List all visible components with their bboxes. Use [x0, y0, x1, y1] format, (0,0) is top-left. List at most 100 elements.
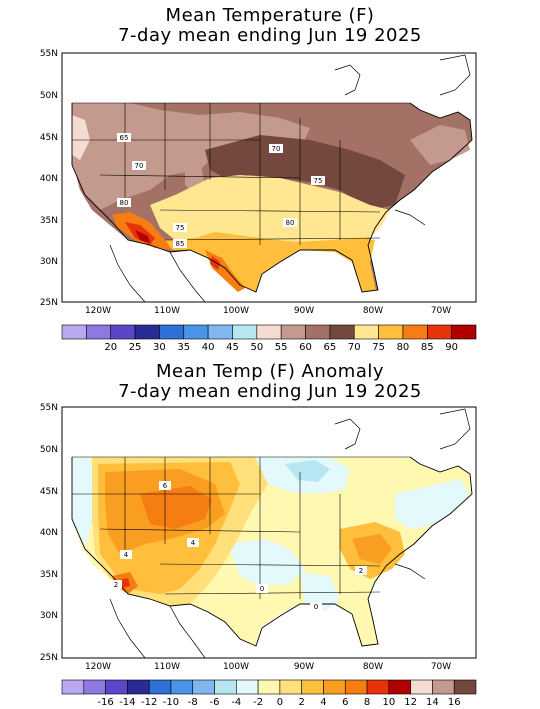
- lon-label: 80W: [363, 306, 383, 316]
- colorbar-swatch: [378, 324, 404, 340]
- state-borders: [72, 456, 410, 599]
- lon-label: 120W: [85, 306, 111, 316]
- map-subtitle-anomaly: 7-day mean ending Jun 19 2025: [118, 381, 422, 402]
- colorbar-swatch: [426, 324, 452, 340]
- lon-label: 100W: [223, 662, 249, 672]
- colorbar-swatch: [110, 324, 136, 340]
- colorbar-label: 80: [397, 342, 410, 353]
- contour-label: 0: [260, 585, 264, 593]
- lon-label: 110W: [154, 306, 180, 316]
- lon-label: 120W: [85, 662, 111, 672]
- colorbar-label: 45: [226, 342, 239, 353]
- colorbar-swatch: [323, 679, 346, 695]
- colorbar-label: 60: [299, 342, 312, 353]
- lon-label: 80W: [363, 662, 383, 672]
- contour-label: 85: [176, 240, 185, 248]
- colorbar-label: 90: [445, 342, 458, 353]
- colorbar-swatch: [159, 324, 185, 340]
- colorbar-swatch: [183, 324, 209, 340]
- contour-label: 4: [124, 551, 129, 559]
- colorbar-label: 35: [177, 342, 190, 353]
- colorbar-label: 25: [129, 342, 142, 353]
- colorbar-swatch: [192, 679, 215, 695]
- map-frame: [61, 406, 477, 659]
- colorbar-swatch: [214, 679, 237, 695]
- colorbar-swatch: [83, 679, 106, 695]
- colorbar-label: -16: [97, 697, 113, 708]
- neighbor-outlines: [109, 408, 471, 658]
- colorbar-label: 14: [426, 697, 439, 708]
- contour-label: 0: [314, 603, 318, 611]
- lat-label: 35N: [40, 216, 58, 226]
- colorbar-swatch: [170, 679, 194, 695]
- colorbar-label: -12: [141, 697, 157, 708]
- colorbar-swatch: [134, 324, 160, 340]
- contour-label: 65: [120, 134, 129, 142]
- colorbar-swatch: [402, 324, 428, 340]
- warm-anomaly-mid-atlantic-core: [352, 534, 392, 564]
- colorbar-label: 65: [324, 342, 337, 353]
- colorbar-swatch: [257, 679, 281, 695]
- colorbar-label: 0: [277, 697, 283, 708]
- lat-label: 55N: [40, 49, 58, 59]
- colorbar-swatch: [148, 679, 172, 695]
- anomaly-map: 6 4 4 2 0 0 2 55N 50N 45N 40N 35N 30N 25…: [40, 403, 477, 708]
- warm-70-region: [205, 135, 405, 210]
- lat-label: 50N: [40, 91, 58, 101]
- lon-label: 110W: [154, 662, 180, 672]
- colorbar-swatch: [256, 324, 282, 340]
- colorbar-swatch: [344, 679, 368, 695]
- coastline: [71, 102, 473, 293]
- texas-hot-core: [210, 256, 220, 270]
- colorbar-swatch: [305, 324, 331, 340]
- contour-label: 2: [359, 567, 363, 575]
- lat-label: 40N: [40, 528, 58, 538]
- colorbar-label: -8: [188, 697, 198, 708]
- cool-anomaly-great-lakes-core: [285, 460, 330, 482]
- lat-label: 45N: [40, 133, 58, 143]
- colorbar-label: -4: [231, 697, 241, 708]
- colorbar-label: 4: [320, 697, 326, 708]
- colorbar-label: 6: [342, 697, 348, 708]
- colorbar-swatch: [280, 324, 306, 340]
- colorbar-label: 20: [104, 342, 117, 353]
- colorbar-label: 40: [202, 342, 215, 353]
- contour-label: 80: [286, 219, 295, 227]
- colorbar-label: -2: [253, 697, 263, 708]
- lat-label: 40N: [40, 174, 58, 184]
- colorbar-swatch: [232, 324, 258, 340]
- colorbar-swatch: [61, 324, 87, 340]
- warm-80-region: [165, 232, 376, 292]
- colorbar-swatch: [105, 679, 128, 695]
- colorbar-swatch: [453, 679, 477, 695]
- warm-75-region: [150, 175, 390, 245]
- colorbar-swatch: [86, 324, 112, 340]
- colorbar-swatch: [329, 324, 355, 340]
- contour-label: 70: [272, 145, 281, 153]
- map-title-temperature: Mean Temperature (F): [165, 5, 375, 26]
- colorbar-label: 55: [275, 342, 288, 353]
- cool-anomaly-northeast: [395, 479, 470, 529]
- colorbar-label: -10: [163, 697, 179, 708]
- cool-spot-west: [72, 115, 90, 160]
- lon-label: 70W: [431, 306, 451, 316]
- colorbar-swatch: [388, 679, 411, 695]
- lat-label: 30N: [40, 257, 58, 267]
- colorbar-swatch: [301, 679, 324, 695]
- contour-label: 75: [314, 177, 323, 185]
- colorbar-label: 10: [382, 697, 395, 708]
- colorbar-swatch: [451, 324, 477, 340]
- colorbar-label: -14: [119, 697, 135, 708]
- colorbar-swatch: [432, 679, 455, 695]
- map-frame: [61, 52, 477, 303]
- colorbar-swatch: [127, 679, 150, 695]
- colorbar-swatch: [410, 679, 433, 695]
- lat-label: 55N: [40, 403, 58, 413]
- coastline: [71, 456, 473, 647]
- hottest-region: [135, 230, 150, 243]
- contour-label: 80: [120, 199, 129, 207]
- colorbar-swatch: [61, 679, 85, 695]
- lat-label: 35N: [40, 570, 58, 580]
- colorbar-label: 70: [348, 342, 361, 353]
- state-borders: [72, 102, 410, 245]
